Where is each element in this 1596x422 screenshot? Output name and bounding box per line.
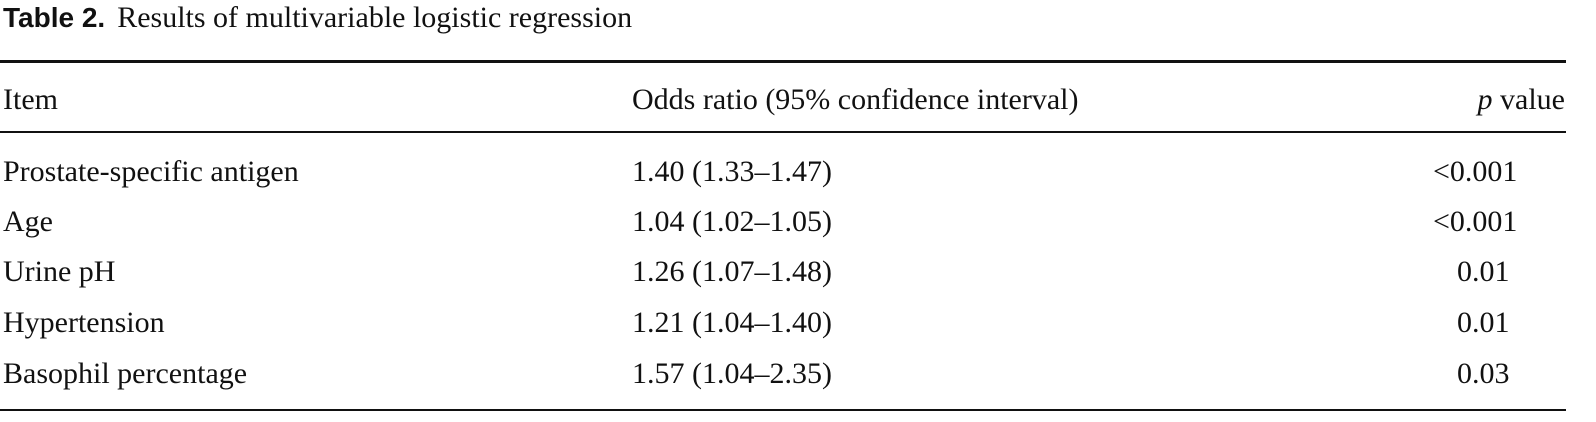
odds-ratio: 1.04 (1.02–1.05)	[632, 205, 832, 238]
row-label: Basophil percentage	[3, 357, 248, 390]
p-value: 0.01	[1457, 306, 1510, 339]
p-value: <0.001	[1433, 155, 1518, 188]
p-value: 0.03	[1457, 357, 1510, 390]
table-caption: Table 2. Results of multivariable logisti…	[3, 0, 632, 36]
column-header: Odds ratio (95% confidence interval)	[632, 83, 1079, 116]
column-header: Item	[3, 83, 58, 116]
caption-text: Results of multivariable logistic regres…	[117, 1, 633, 34]
row-label: Hypertension	[3, 306, 165, 339]
odds-ratio: 1.26 (1.07–1.48)	[632, 255, 832, 288]
p-value: <0.001	[1433, 205, 1518, 238]
row-label: Prostate-specific antigen	[3, 155, 299, 188]
row-label: Age	[3, 205, 53, 238]
bottom-rule	[0, 409, 1566, 411]
odds-ratio: 1.21 (1.04–1.40)	[632, 306, 832, 339]
caption-label: Table 2.	[3, 2, 106, 33]
odds-ratio: 1.57 (1.04–2.35)	[632, 357, 832, 390]
row-label: Urine pH	[3, 255, 116, 288]
p-value: 0.01	[1457, 255, 1510, 288]
top-rule	[0, 60, 1566, 63]
odds-ratio: 1.40 (1.33–1.47)	[632, 155, 832, 188]
header-rule	[0, 131, 1566, 133]
column-header: p value	[1477, 83, 1565, 116]
